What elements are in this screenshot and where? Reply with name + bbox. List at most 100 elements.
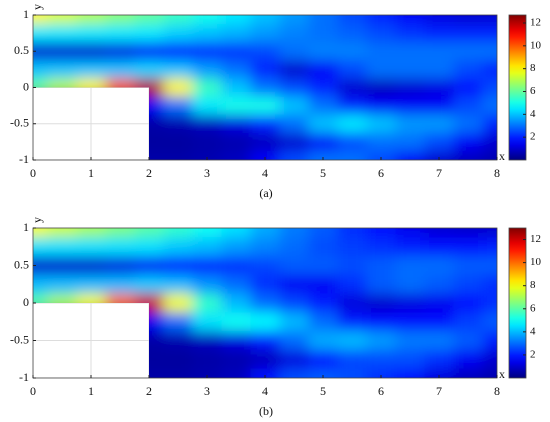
- x-tick-label: 0: [30, 384, 36, 398]
- heat-cell: [308, 256, 338, 275]
- heat-cell: [192, 349, 222, 369]
- heat-cell: [337, 60, 367, 79]
- heat-cell: [453, 24, 483, 43]
- colorbar-tick-label: 6: [530, 85, 536, 97]
- heat-cell: [337, 24, 367, 43]
- heat-cell: [482, 60, 497, 79]
- heat-cell: [424, 274, 454, 294]
- heat-cell: [424, 293, 454, 313]
- heat-cell: [395, 96, 425, 115]
- heat-cell: [221, 24, 251, 43]
- heat-cell: [308, 15, 338, 25]
- heat-cell: [76, 15, 106, 25]
- heat-cell: [337, 132, 367, 151]
- y-tick-label: 0: [23, 295, 29, 309]
- heat-cell: [366, 78, 396, 97]
- heat-cell: [366, 237, 396, 257]
- heat-cell: [221, 256, 251, 275]
- colorbar-tick-label: 8: [530, 279, 536, 291]
- heat-cell: [366, 331, 396, 350]
- heat-cell: [453, 132, 483, 151]
- heat-cell: [453, 368, 483, 378]
- heat-cell: [424, 24, 454, 43]
- heat-cell: [192, 368, 222, 378]
- heat-cell: [163, 60, 193, 79]
- heat-cell: [279, 331, 309, 350]
- heat-cell: [308, 78, 338, 97]
- heat-cell: [279, 228, 309, 238]
- heat-cell: [279, 150, 309, 160]
- x-tick-label: 7: [436, 384, 442, 398]
- heat-cell: [192, 96, 222, 115]
- heat-cell: [163, 132, 193, 151]
- heat-cell: [424, 150, 454, 160]
- heat-cell: [33, 256, 48, 275]
- heat-cell: [76, 237, 106, 257]
- heat-cell: [47, 24, 77, 43]
- x-tick-label: 1: [88, 166, 94, 180]
- heat-cell: [76, 256, 106, 275]
- heat-cell: [76, 24, 106, 43]
- x-axis-label: x: [499, 149, 505, 163]
- heat-cell: [279, 15, 309, 25]
- heat-cell: [482, 331, 497, 350]
- heat-cell: [279, 42, 309, 61]
- heat-cell: [279, 368, 309, 378]
- heat-cell: [76, 42, 106, 61]
- heat-cell: [395, 15, 425, 25]
- heat-cell: [221, 293, 251, 313]
- heat-cell: [192, 331, 222, 350]
- heat-cell: [221, 150, 251, 160]
- heat-cell: [366, 293, 396, 313]
- heat-cell: [453, 237, 483, 257]
- y-tick-label: 0: [23, 79, 29, 93]
- heat-cell: [308, 150, 338, 160]
- heat-cell: [424, 15, 454, 25]
- x-tick-label: 4: [262, 166, 268, 180]
- heat-cell: [192, 42, 222, 61]
- x-tick-label: 5: [320, 166, 326, 180]
- heat-cell: [308, 274, 338, 294]
- heat-cell: [395, 312, 425, 332]
- plot-area: [33, 15, 497, 160]
- colorbar: [508, 227, 527, 379]
- heat-cell: [453, 331, 483, 350]
- heat-cell: [192, 150, 222, 160]
- heat-cell: [424, 132, 454, 151]
- heat-cell: [424, 237, 454, 257]
- heat-cell: [250, 349, 280, 369]
- heat-cell: [482, 237, 497, 257]
- heat-cell: [395, 237, 425, 257]
- heat-cell: [308, 331, 338, 350]
- heat-cell: [250, 15, 280, 25]
- heat-cell: [250, 78, 280, 97]
- heat-cell: [47, 274, 77, 294]
- x-tick-label: 5: [320, 384, 326, 398]
- heat-cell: [250, 150, 280, 160]
- heat-cell: [192, 78, 222, 97]
- heat-cell: [482, 256, 497, 275]
- heat-cell: [453, 96, 483, 115]
- heat-cell: [250, 96, 280, 115]
- heat-cell: [134, 60, 164, 79]
- heat-cell: [163, 114, 193, 133]
- heat-cell: [453, 114, 483, 133]
- heat-cell: [424, 349, 454, 369]
- heat-cell: [337, 78, 367, 97]
- heat-cell: [134, 42, 164, 61]
- heat-cell: [279, 96, 309, 115]
- heat-cell: [424, 228, 454, 238]
- y-tick-label: -0.5: [10, 332, 29, 346]
- heat-cell: [134, 228, 164, 238]
- x-tick-label: 4: [262, 384, 268, 398]
- heat-cell: [47, 256, 77, 275]
- heat-cell: [134, 237, 164, 257]
- heat-cell: [482, 42, 497, 61]
- heat-cell: [163, 96, 193, 115]
- heat-cell: [308, 228, 338, 238]
- heat-cell: [192, 312, 222, 332]
- heat-cell: [192, 132, 222, 151]
- heat-cell: [308, 237, 338, 257]
- heat-cell: [308, 349, 338, 369]
- y-axis-label: y: [30, 217, 44, 223]
